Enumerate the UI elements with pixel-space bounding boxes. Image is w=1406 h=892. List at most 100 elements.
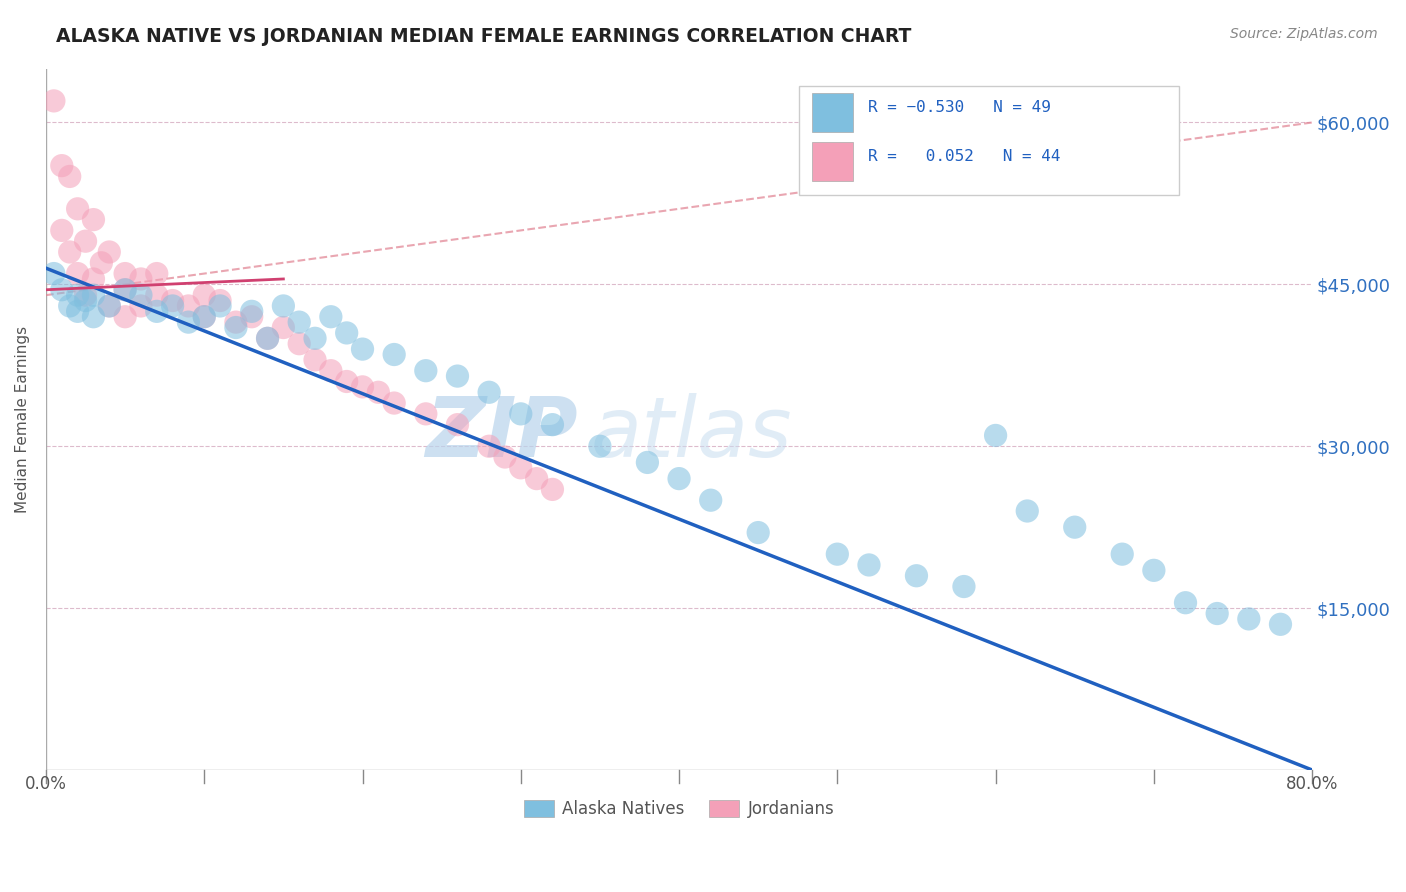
Point (256, 331, 278, 345)
Y-axis label: Median Female Earnings: Median Female Earnings (15, 326, 30, 513)
Point (352, 380, 374, 394)
Point (82, 212, 104, 227)
Point (382, 347, 405, 361)
Point (209, 293, 232, 308)
Point (509, 407, 531, 421)
Point (193, 310, 215, 324)
Point (145, 304, 167, 318)
Point (51, 283, 73, 297)
Point (114, 283, 136, 297)
Point (51, 159, 73, 173)
Point (494, 450, 516, 464)
Point (51, 223, 73, 237)
Point (59, 244, 82, 259)
Point (240, 310, 263, 324)
Point (129, 272, 152, 286)
Point (114, 267, 136, 281)
Point (352, 342, 374, 356)
Point (193, 288, 215, 302)
Point (747, 525, 769, 540)
Point (336, 326, 359, 340)
Point (59, 169, 82, 184)
Point (98, 299, 121, 313)
Legend: Alaska Natives, Jordanians: Alaska Natives, Jordanians (517, 793, 841, 825)
Point (1237, 612, 1260, 626)
Point (304, 331, 326, 345)
Point (82, 288, 104, 302)
Point (1270, 617, 1292, 632)
Point (145, 267, 167, 281)
Point (478, 439, 501, 453)
Point (984, 428, 1007, 442)
Bar (813, 93, 852, 132)
Point (240, 304, 263, 318)
Point (1063, 520, 1085, 534)
Point (589, 439, 612, 453)
Point (66, 288, 89, 302)
Point (905, 568, 928, 582)
Point (114, 283, 136, 297)
Point (273, 299, 295, 313)
Point (42, 267, 65, 281)
Point (509, 460, 531, 475)
Point (367, 385, 389, 400)
Point (162, 299, 184, 313)
Point (319, 364, 342, 378)
Point (75, 293, 97, 308)
Point (82, 310, 104, 324)
Point (1174, 596, 1197, 610)
Text: R = −0.530   N = 49: R = −0.530 N = 49 (868, 100, 1050, 114)
Point (446, 369, 468, 384)
Point (209, 299, 232, 313)
Point (129, 288, 152, 302)
Point (98, 299, 121, 313)
Point (82, 272, 104, 286)
Point (98, 244, 121, 259)
Point (145, 288, 167, 302)
Point (1017, 504, 1039, 518)
Point (225, 315, 247, 329)
Point (177, 299, 200, 313)
Point (1206, 607, 1229, 621)
Point (541, 483, 564, 497)
Point (288, 336, 311, 351)
Point (59, 299, 82, 313)
Text: R =   0.052   N = 44: R = 0.052 N = 44 (868, 149, 1060, 164)
Point (66, 267, 89, 281)
Point (42, 94, 65, 108)
Point (541, 417, 564, 432)
Point (273, 320, 295, 334)
Point (225, 320, 247, 334)
Point (827, 547, 849, 561)
Point (636, 455, 658, 469)
Point (129, 299, 152, 313)
Point (699, 493, 721, 508)
Point (304, 352, 326, 367)
Bar (813, 142, 852, 181)
Point (1111, 547, 1133, 561)
FancyBboxPatch shape (800, 86, 1180, 194)
Point (177, 315, 200, 329)
Point (114, 310, 136, 324)
Point (446, 417, 468, 432)
Point (162, 293, 184, 308)
Point (953, 580, 976, 594)
Point (319, 310, 342, 324)
Point (1143, 563, 1166, 577)
Point (75, 234, 97, 248)
Text: ALASKA NATIVE VS JORDANIAN MEDIAN FEMALE EARNINGS CORRELATION CHART: ALASKA NATIVE VS JORDANIAN MEDIAN FEMALE… (56, 27, 911, 45)
Point (415, 407, 437, 421)
Point (256, 331, 278, 345)
Point (382, 396, 405, 410)
Point (415, 364, 437, 378)
Point (336, 375, 359, 389)
Point (526, 472, 548, 486)
Point (478, 385, 501, 400)
Text: atlas: atlas (591, 392, 792, 474)
Point (75, 288, 97, 302)
Point (66, 304, 89, 318)
Point (288, 315, 311, 329)
Point (668, 472, 690, 486)
Point (858, 558, 880, 572)
Point (193, 310, 215, 324)
